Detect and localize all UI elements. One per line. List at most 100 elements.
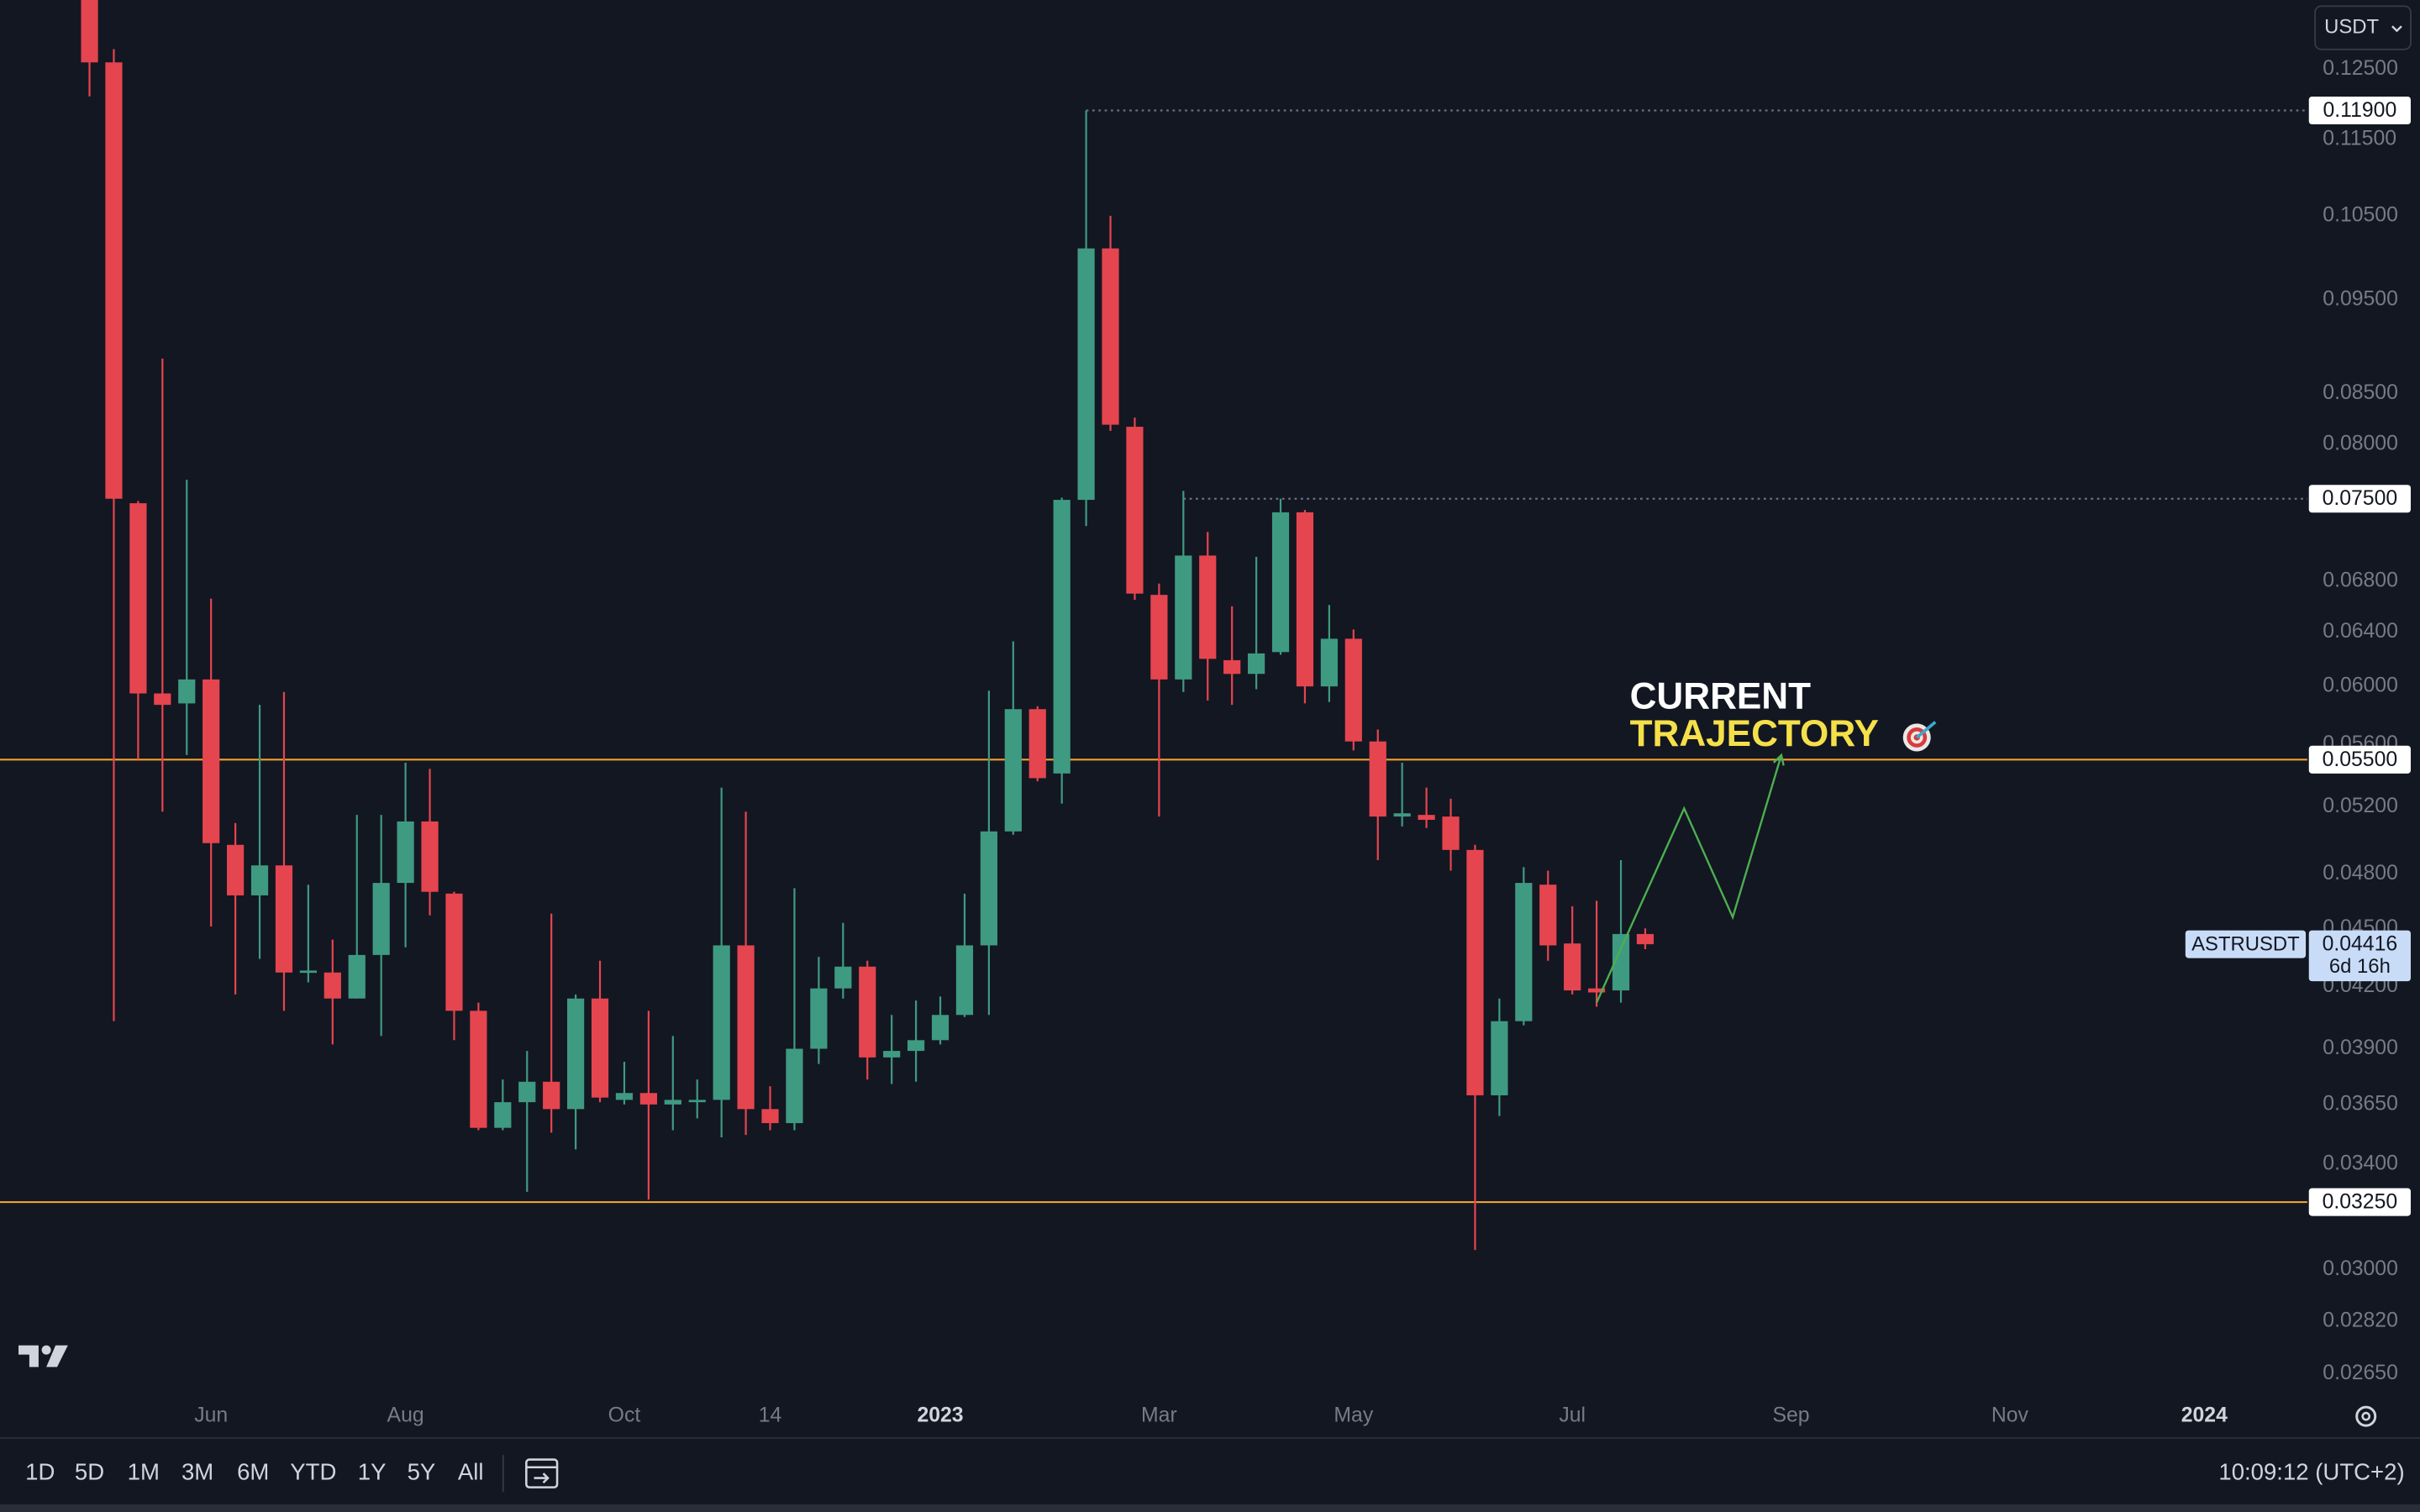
range-button[interactable]: 3M [182,1458,213,1484]
candle-body [737,945,755,1110]
range-button[interactable]: YTD [290,1458,336,1484]
candle-body [1102,248,1119,425]
candle-body [543,1081,560,1110]
candle-body [567,998,585,1110]
candle-body [105,62,123,499]
candle-body [1539,885,1557,946]
candle-body [1515,883,1533,1021]
candle-body [445,893,463,1011]
clock[interactable]: 10:09:12 (UTC+2) [2218,1458,2404,1484]
candle-body [299,970,317,974]
candle-body [591,998,609,1098]
range-button[interactable]: 1Y [358,1458,387,1484]
candle-body [1223,659,1241,675]
x-tick-label: 2023 [917,1404,963,1427]
level-price-box [2308,1188,2411,1216]
candle-body [348,954,366,999]
candle-body [250,865,269,895]
candle-body [227,844,245,895]
candle-body [178,679,196,704]
candle-body [955,945,974,1016]
y-tick-label: 0.06400 [2323,620,2398,643]
candle-body [810,988,828,1049]
range-button[interactable]: 6M [237,1458,269,1484]
goto-date-button[interactable] [525,1458,559,1488]
candle-body [372,883,390,955]
candle-body [324,972,341,999]
toolbar: 1D 5D 1M 3M 6M YTD 1Y 5Y All [25,1458,483,1484]
candle-body [1636,933,1655,945]
y-tick-label: 0.05200 [2323,795,2398,817]
overlay: 0.11900 0.07500 0.05500 0.03250 ASTRUSDT 0.04… [2185,96,2411,1216]
bottom-strip [0,1504,2420,1512]
candle-body [1393,813,1411,817]
currency-label[interactable]: USDT [2324,15,2379,38]
candle-body [688,1100,706,1103]
candle-body [1004,709,1022,832]
candle-body [1588,988,1606,993]
range-button[interactable]: 5Y [408,1458,436,1484]
countdown-label: 6d 16h [2329,955,2391,978]
trajectory-line [1596,754,1783,1004]
x-tick-label: Nov [1991,1404,2029,1427]
y-tick-label: 0.06000 [2323,675,2398,697]
currency-dropdown[interactable]: USDT [2314,5,2412,50]
candle-body [1466,849,1484,1095]
trajectory-arrowhead [1772,753,1785,766]
x-tick-label: Sep [1772,1404,1809,1427]
annotation-text: TRAJECTORY [1630,713,1879,754]
candle-body [81,0,98,63]
candle-body [470,1011,487,1128]
candle-body [761,1109,779,1124]
range-button[interactable]: 5D [75,1458,104,1484]
y-tick-label: 0.06800 [2323,569,2398,591]
level-price-box [2308,745,2411,774]
candle-body [1271,512,1290,653]
candle-body [203,679,220,843]
y-tick-label: 0.03400 [2323,1152,2398,1174]
candle-body [1248,653,1265,675]
candle-body [275,865,293,973]
range-button[interactable]: 1M [128,1458,160,1484]
range-button[interactable]: 1D [25,1458,55,1484]
y-tick-label: 0.08000 [2323,433,2398,455]
last-price-label: 0.04416 [2323,933,2398,956]
candle-body [154,693,171,706]
candle-body [1418,815,1435,820]
level-price-box [2308,485,2411,513]
x-tick-label: Aug [387,1404,424,1427]
price-axis: 0.12500 0.11500 0.10500 0.09500 0.08500 0.080… [2323,57,2398,1384]
candle-body [980,831,997,946]
candle-body [1564,943,1581,991]
candle-body [1320,638,1338,687]
candle-body [1296,512,1314,687]
candle-body [1491,1021,1508,1095]
candle-body [1369,741,1386,817]
y-tick-label: 0.10500 [2323,203,2398,226]
y-tick-label: 0.08500 [2323,381,2398,404]
symbol-label: ASTRUSDT [2191,932,2300,955]
candle-body [713,945,730,1100]
candle-body [908,1040,925,1052]
candle-body [421,821,439,892]
settings-button[interactable] [2355,1405,2377,1427]
candle-body [1053,500,1071,774]
candle-body [1344,638,1362,742]
annotation-text: CURRENT [1630,676,1812,717]
x-tick-label: Jul [1559,1404,1586,1427]
candle-body [1126,427,1144,594]
candle-body [931,1015,950,1041]
candle-body [883,1051,901,1058]
y-tick-label: 0.03650 [2323,1092,2398,1115]
symbol-box [2185,930,2307,958]
x-tick-label: 14 [759,1404,782,1427]
candle-body [834,966,852,989]
level-price-label: 0.11900 [2323,99,2396,122]
level-price-box [2308,96,2411,125]
range-button[interactable]: All [458,1458,484,1484]
y-tick-label: 0.02650 [2323,1362,2398,1384]
level-price-label: 0.03250 [2323,1191,2398,1214]
plot-area [0,0,2307,1251]
